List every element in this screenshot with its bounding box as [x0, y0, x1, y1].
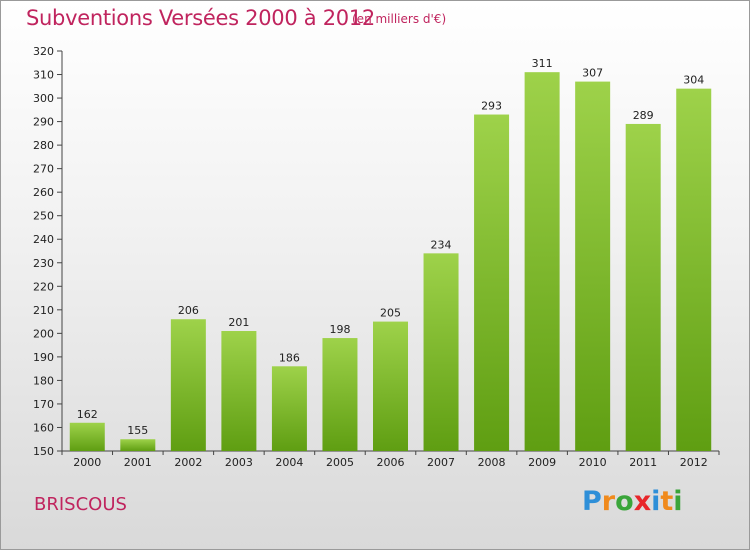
bar — [474, 114, 510, 451]
x-tick-label: 2008 — [478, 456, 506, 469]
bar — [575, 81, 611, 452]
bar — [524, 72, 560, 452]
data-label: 201 — [228, 316, 249, 329]
y-tick-label: 280 — [33, 139, 54, 152]
x-tick-label: 2005 — [326, 456, 354, 469]
proxiti-logo: Proxiti — [582, 486, 683, 517]
y-tick-label: 240 — [33, 233, 54, 246]
data-label: 234 — [431, 238, 452, 251]
data-label: 293 — [481, 100, 502, 113]
y-tick-label: 290 — [33, 116, 54, 129]
x-tick-label: 2011 — [629, 456, 657, 469]
logo-letter: o — [615, 486, 634, 517]
x-tick-label: 2004 — [275, 456, 303, 469]
x-tick-label: 2001 — [124, 456, 152, 469]
bar — [625, 123, 661, 452]
y-tick-label: 200 — [33, 327, 54, 340]
data-label: 304 — [683, 74, 704, 87]
bar — [322, 338, 358, 451]
x-tick-label: 2010 — [579, 456, 607, 469]
x-tick-label: 2002 — [174, 456, 202, 469]
chart-title: Subventions Versées 2000 à 2012 — [26, 6, 375, 30]
y-tick-label: 170 — [33, 398, 54, 411]
data-label: 206 — [178, 304, 199, 317]
data-label: 311 — [532, 57, 553, 70]
y-tick-label: 260 — [33, 186, 54, 199]
logo-letter: i — [651, 486, 661, 517]
bar — [120, 439, 156, 451]
data-label: 289 — [633, 109, 654, 122]
x-tick-label: 2012 — [680, 456, 708, 469]
data-label: 205 — [380, 307, 401, 320]
y-tick-label: 210 — [33, 304, 54, 317]
data-label: 162 — [77, 408, 98, 421]
x-tick-label: 2009 — [528, 456, 556, 469]
bar — [271, 366, 307, 451]
y-tick-label: 220 — [33, 280, 54, 293]
y-tick-label: 180 — [33, 374, 54, 387]
data-label: 307 — [582, 67, 603, 80]
y-tick-label: 150 — [33, 445, 54, 458]
place-name: BRISCOUS — [34, 494, 127, 515]
logo-letter: t — [660, 486, 674, 517]
bar — [221, 331, 257, 451]
data-label: 186 — [279, 351, 300, 364]
data-label: 155 — [127, 424, 148, 437]
bar — [676, 88, 712, 451]
x-tick-label: 2007 — [427, 456, 455, 469]
y-tick-label: 270 — [33, 163, 54, 176]
y-tick-label: 160 — [33, 421, 54, 434]
bar — [69, 422, 105, 451]
bar — [373, 321, 408, 451]
bar — [170, 319, 206, 451]
logo-letter: P — [582, 486, 602, 517]
chart-subtitle: (en milliers d'€) — [352, 12, 447, 26]
y-tick-label: 250 — [33, 210, 54, 223]
y-tick-label: 320 — [33, 45, 54, 58]
y-tick-label: 190 — [33, 351, 54, 364]
logo-letter: r — [601, 486, 616, 517]
data-label: 198 — [329, 323, 350, 336]
y-tick-label: 300 — [33, 92, 54, 105]
y-tick-label: 230 — [33, 257, 54, 270]
logo-letter: x — [633, 486, 652, 517]
x-tick-label: 2000 — [73, 456, 101, 469]
y-tick-label: 310 — [33, 69, 54, 82]
x-tick-label: 2003 — [225, 456, 253, 469]
logo-letter: i — [673, 486, 683, 517]
bar — [423, 253, 459, 451]
x-tick-label: 2006 — [377, 456, 405, 469]
